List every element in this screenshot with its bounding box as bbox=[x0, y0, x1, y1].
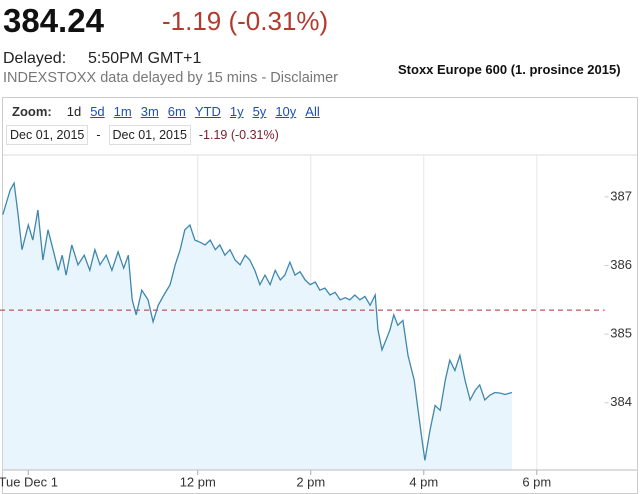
date-range: Dec 01, 2015 - Dec 01, 2015 -1.19 (-0.31… bbox=[6, 125, 279, 145]
zoom-bar: Zoom: 1d 5d 1m 3m 6m YTD 1y 5y 10y All bbox=[12, 104, 320, 119]
range-end[interactable]: Dec 01, 2015 bbox=[108, 125, 191, 145]
y-tick-label: 387 bbox=[610, 188, 632, 203]
zoom-option[interactable]: 6m bbox=[167, 104, 186, 119]
x-tick-label: 6 pm bbox=[522, 474, 551, 489]
zoom-label: Zoom: bbox=[12, 104, 52, 119]
price: 384.24 bbox=[3, 2, 104, 39]
y-tick-label: 384 bbox=[610, 394, 632, 409]
zoom-option[interactable]: 1y bbox=[229, 104, 244, 119]
zoom-option[interactable]: YTD bbox=[194, 104, 221, 119]
range-separator: - bbox=[96, 128, 101, 142]
zoom-option[interactable]: All bbox=[305, 104, 320, 119]
zoom-option[interactable]: 5d bbox=[90, 104, 105, 119]
x-tick-label: 12 pm bbox=[180, 474, 216, 489]
disclaimer: INDEXSTOXX data delayed by 15 mins - Dis… bbox=[3, 70, 338, 86]
y-tick-label: 386 bbox=[610, 257, 632, 272]
delayed-time: 5:50PM GMT+1 bbox=[88, 50, 202, 67]
zoom-option[interactable]: 1d bbox=[66, 104, 82, 119]
zoom-option[interactable]: 10y bbox=[275, 104, 297, 119]
x-tick-label: Tue Dec 1 bbox=[0, 474, 58, 489]
zoom-option[interactable]: 1m bbox=[113, 104, 132, 119]
price-line bbox=[2, 181, 513, 461]
area-fill bbox=[2, 183, 512, 470]
zoom-option[interactable]: 3m bbox=[140, 104, 159, 119]
delayed-label: Delayed: bbox=[3, 50, 67, 67]
range-change: -1.19 (-0.31%) bbox=[198, 128, 279, 142]
x-tick-label: 2 pm bbox=[296, 474, 325, 489]
zoom-option[interactable]: 5y bbox=[252, 104, 267, 119]
x-tick-label: 4 pm bbox=[409, 474, 438, 489]
range-start[interactable]: Dec 01, 2015 bbox=[6, 125, 89, 145]
price-change: -1.19 (-0.31%) bbox=[162, 6, 329, 36]
chart-title: Stoxx Europe 600 (1. prosince 2015) bbox=[398, 62, 621, 77]
y-tick-label: 385 bbox=[610, 326, 632, 341]
